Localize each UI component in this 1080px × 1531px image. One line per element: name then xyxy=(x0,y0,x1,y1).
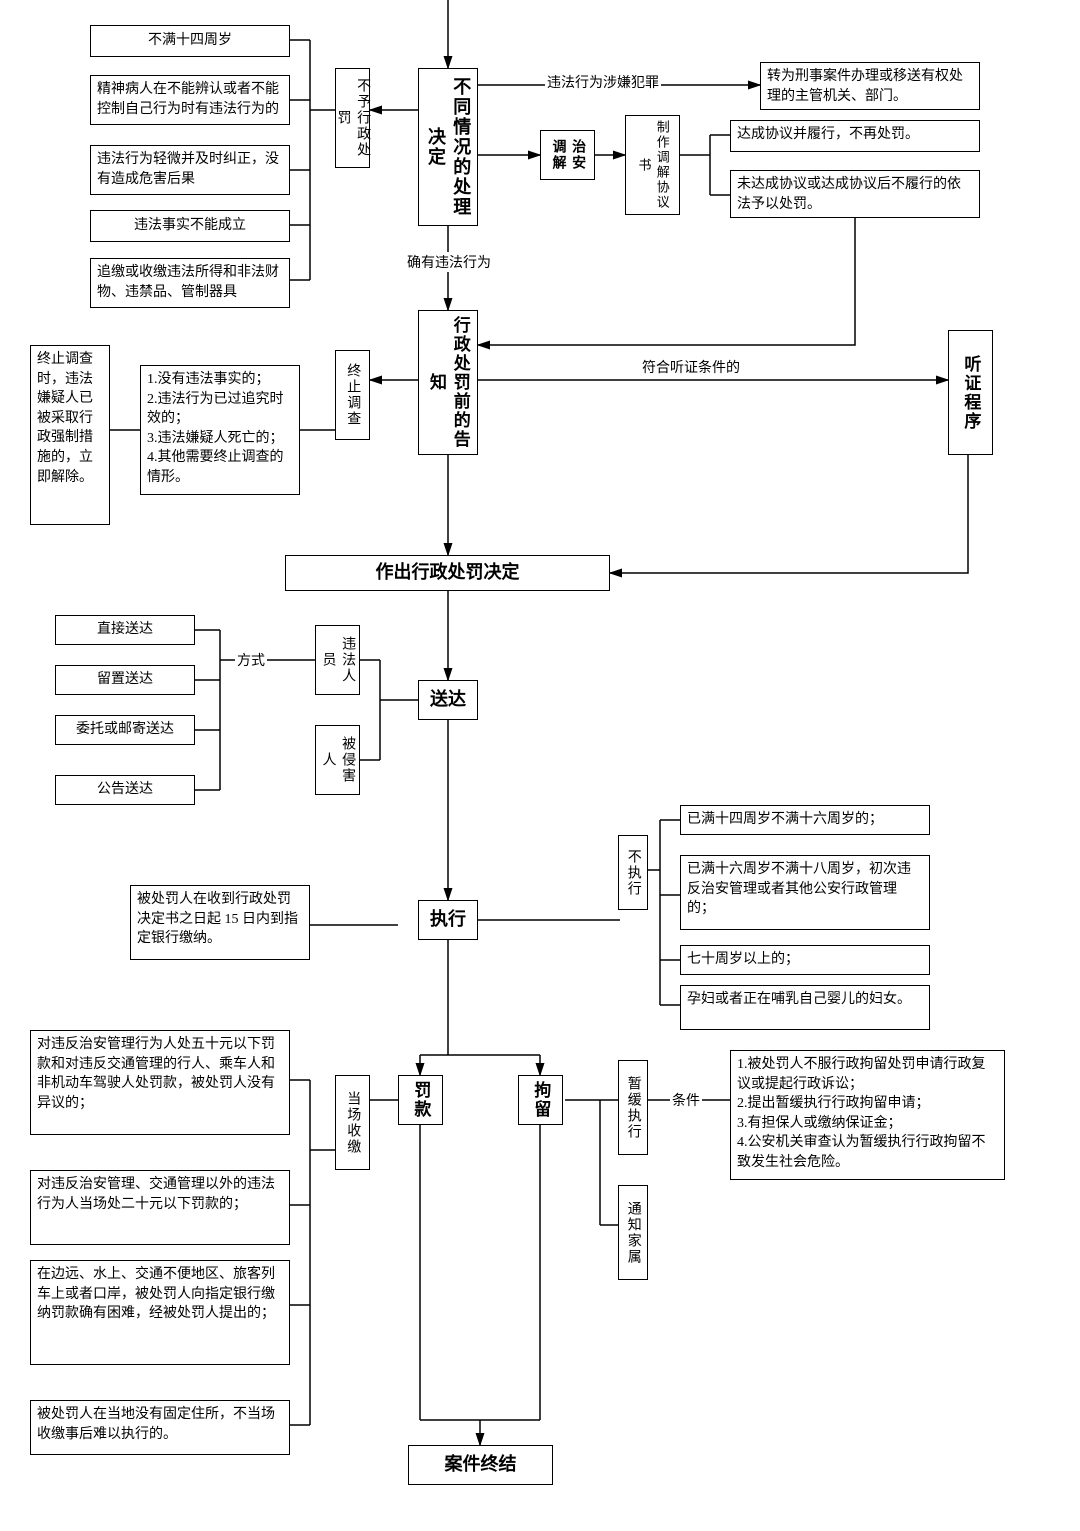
node-defer-cond: 1.被处罚人不服行政拘留处罚申请行政复议或提起行政诉讼； 2.提出暂缓执行行政拘… xyxy=(730,1050,1005,1180)
node-d3: 委托或邮寄送达 xyxy=(55,715,195,745)
label-has-violation: 确有违法行为 xyxy=(405,252,493,272)
node-mediation: 治安调解 xyxy=(540,130,595,180)
node-os3: 在边远、水上、交通不便地区、旅客列车上或者口岸，被处罚人向指定银行缴纳罚款确有困… xyxy=(30,1260,290,1365)
label-method: 方式 xyxy=(235,650,267,670)
node-np1: 不满十四周岁 xyxy=(90,25,290,57)
node-no-penalty: 不予行政处罚 xyxy=(335,68,370,168)
node-criminal: 转为刑事案件办理或移送有权处理的主管机关、部门。 xyxy=(760,62,980,110)
node-main-decision: 不同情况的处理决定 xyxy=(418,68,478,226)
node-notify: 行政处罚前的告知 xyxy=(418,310,478,455)
node-np4: 违法事实不能成立 xyxy=(90,210,290,242)
node-hearing: 听证程序 xyxy=(948,330,993,455)
node-d1: 直接送达 xyxy=(55,615,195,645)
node-onsite: 当场收缴 xyxy=(335,1075,370,1170)
node-np5: 追缴或收缴违法所得和非法财物、违禁品、管制器具 xyxy=(90,258,290,308)
node-deliver: 送达 xyxy=(418,680,478,720)
node-med-ok: 达成协议并履行，不再处罚。 xyxy=(730,120,980,152)
node-np3: 违法行为轻微并及时纠正，没有造成危害后果 xyxy=(90,145,290,195)
node-d-violator: 违法人员 xyxy=(315,625,360,695)
node-ne4: 孕妇或者正在哺乳自己婴儿的妇女。 xyxy=(680,985,930,1030)
node-d2: 留置送达 xyxy=(55,665,195,695)
node-execute: 执行 xyxy=(418,900,478,940)
node-no-exec: 不执行 xyxy=(618,835,648,910)
node-med-no: 未达成协议或达成协议后不履行的依法予以处罚。 xyxy=(730,170,980,218)
node-case-end: 案件终结 xyxy=(408,1445,553,1485)
label-condition: 条件 xyxy=(670,1090,702,1110)
node-d4: 公告送达 xyxy=(55,775,195,805)
node-terminate: 终止调查 xyxy=(335,350,370,440)
node-term-list: 1.没有违法事实的； 2.违法行为已过追究时效的； 3.违法嫌疑人死亡的； 4.… xyxy=(140,365,300,495)
node-term-left: 终止调查时，违法嫌疑人已被采取行政强制措施的，立即解除。 xyxy=(30,345,110,525)
node-defer: 暂缓执行 xyxy=(618,1060,648,1155)
node-notify-family: 通知家属 xyxy=(618,1185,648,1280)
node-os4: 被处罚人在当地没有固定住所，不当场收缴事后难以执行的。 xyxy=(30,1400,290,1455)
node-d-victim: 被侵害人 xyxy=(315,725,360,795)
node-ne2: 已满十六周岁不满十八周岁，初次违反治安管理或者其他公安行政管理的； xyxy=(680,855,930,930)
node-fine: 罚款 xyxy=(398,1075,443,1125)
label-criminal: 违法行为涉嫌犯罪 xyxy=(545,72,661,92)
node-fine-bank: 被处罚人在收到行政处罚决定书之日起 15 日内到指定银行缴纳。 xyxy=(130,885,310,960)
node-os2: 对违反治安管理、交通管理以外的违法行为人当场处二十元以下罚款的； xyxy=(30,1170,290,1245)
label-hearing: 符合听证条件的 xyxy=(640,357,720,377)
node-detain: 拘留 xyxy=(518,1075,563,1125)
node-make-decision: 作出行政处罚决定 xyxy=(285,555,610,591)
node-os1: 对违反治安管理行为人处五十元以下罚款和对违反交通管理的行人、乘车人和非机动车驾驶… xyxy=(30,1030,290,1135)
node-ne1: 已满十四周岁不满十六周岁的； xyxy=(680,805,930,835)
node-np2: 精神病人在不能辨认或者不能控制自己行为时有违法行为的 xyxy=(90,75,290,125)
node-med-doc: 制作调解协议书 xyxy=(625,115,680,215)
node-ne3: 七十周岁以上的； xyxy=(680,945,930,975)
